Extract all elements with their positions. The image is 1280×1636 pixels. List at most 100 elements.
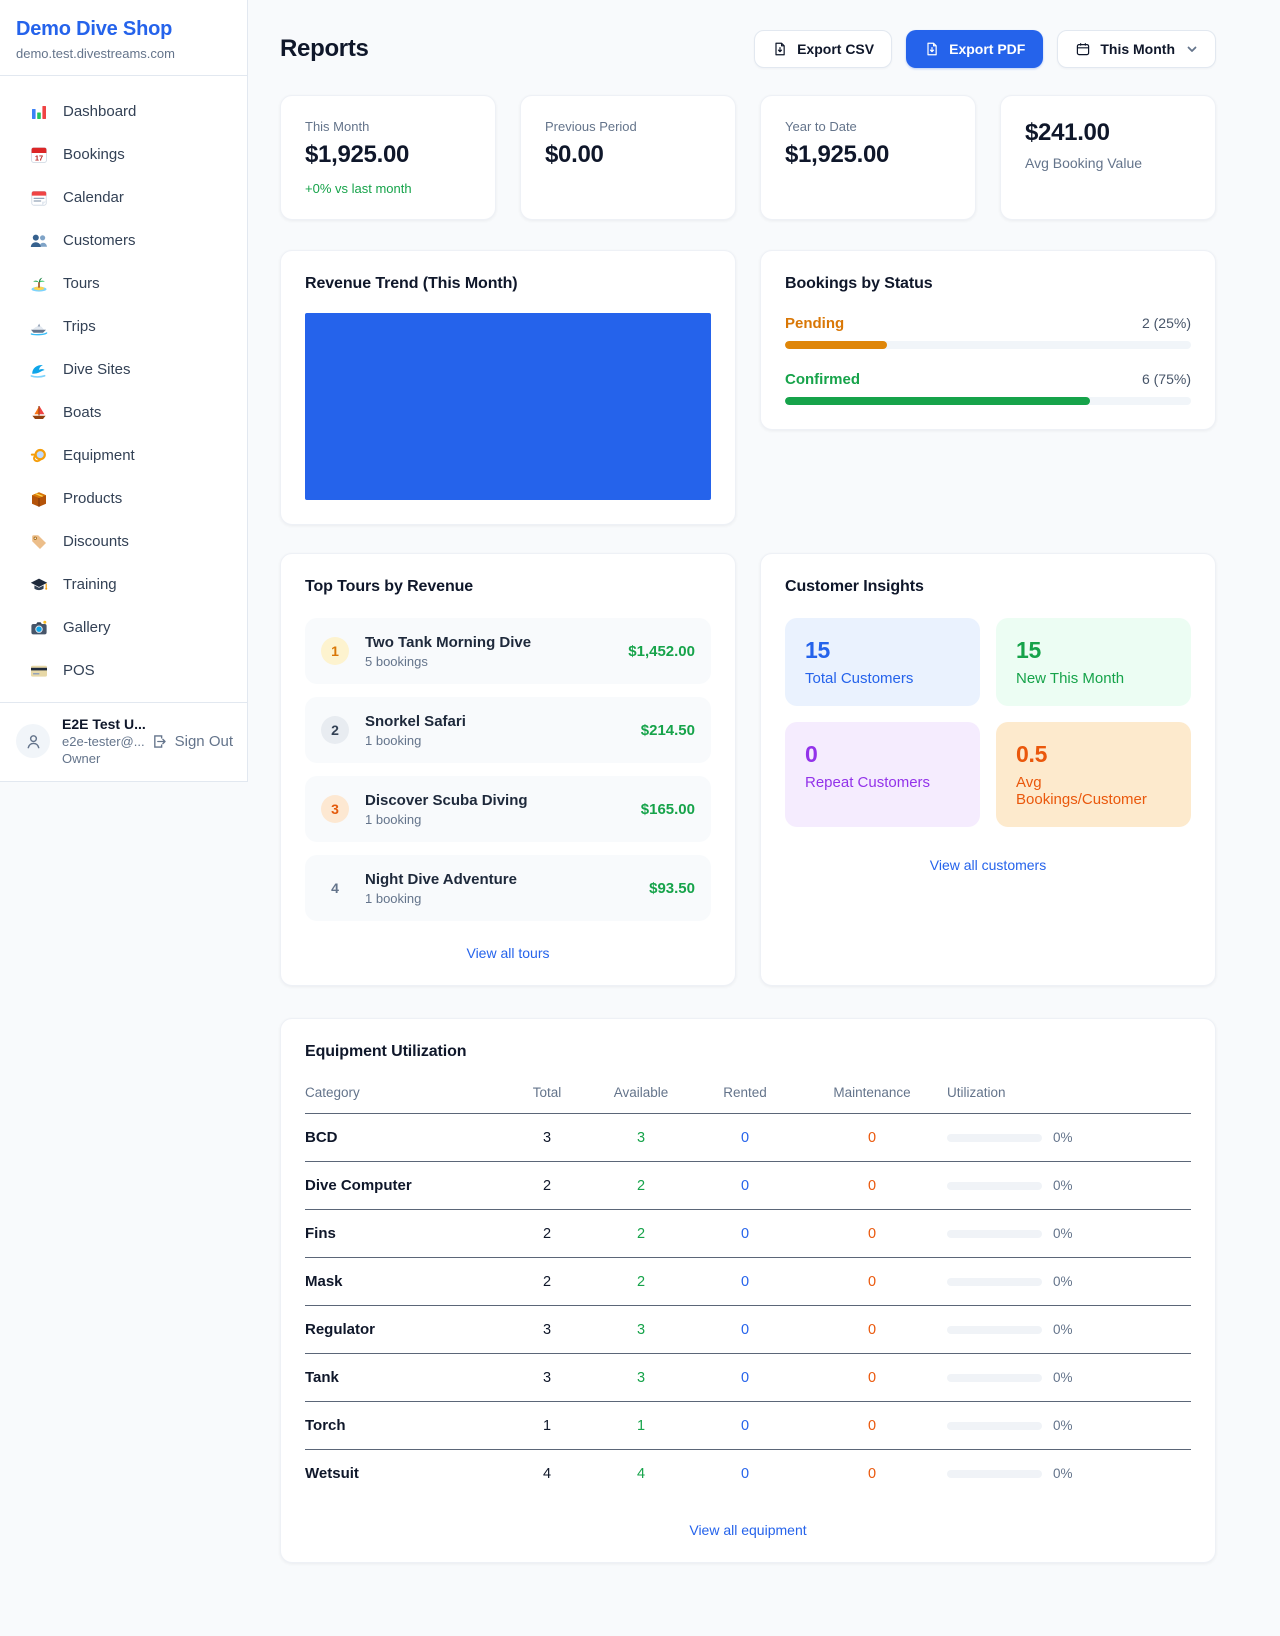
utilization-bar: [947, 1181, 1042, 1190]
status-progress-fill: [785, 397, 1090, 405]
sidebar-item-calendar[interactable]: Calendar: [0, 176, 247, 219]
insight-value: 15: [1016, 637, 1041, 663]
revenue-trend-chart: [305, 313, 711, 500]
insight-value: 0: [805, 741, 818, 767]
insight-tile-avg-bookings-customer: 0.5 Avg Bookings/Customer: [996, 722, 1191, 827]
utilization-percent: 0%: [1053, 1466, 1073, 1481]
equipment-total: 3: [542, 1321, 552, 1338]
status-count: 6 (75%): [1141, 371, 1191, 387]
stat-value: $1,925.00: [305, 141, 410, 168]
tour-revenue: $1,452.00: [628, 642, 695, 660]
column-header-available: Available: [613, 1085, 669, 1100]
equipment-rented: 0: [740, 1417, 750, 1434]
sidebar-item-label: Discounts: [63, 533, 129, 550]
tour-bookings: 1 booking: [365, 811, 422, 827]
equipment-row-wetsuit: Wetsuit 4 4 0 0 0%: [305, 1450, 1191, 1497]
view-all-tours-link[interactable]: View all tours: [466, 945, 550, 961]
pos-icon: [29, 661, 49, 681]
sidebar-item-trips[interactable]: Trips: [0, 305, 247, 348]
page-header: Reports Export CSV Export PDF This Month: [280, 30, 1216, 68]
sidebar-item-pos[interactable]: POS: [0, 649, 247, 692]
export-csv-label: Export CSV: [797, 41, 875, 57]
equipment-total: 4: [542, 1465, 552, 1482]
sidebar-item-tours[interactable]: Tours: [0, 262, 247, 305]
rank-badge: 4: [331, 880, 339, 896]
sign-out-button[interactable]: Sign Out: [151, 733, 233, 750]
equipment-row-torch: Torch 1 1 0 0 0%: [305, 1402, 1191, 1450]
sidebar-item-customers[interactable]: Customers: [0, 219, 247, 262]
avatar: [16, 724, 50, 758]
dashboard-icon: [29, 102, 49, 122]
header-actions: Export CSV Export PDF This Month: [754, 30, 1216, 68]
period-dropdown[interactable]: This Month: [1057, 30, 1216, 68]
export-pdf-button[interactable]: Export PDF: [906, 30, 1044, 68]
status-progress-track: [785, 397, 1191, 405]
sidebar-item-bookings[interactable]: 17 Bookings: [0, 133, 247, 176]
sidebar-item-label: Bookings: [63, 146, 125, 163]
sidebar-item-gallery[interactable]: Gallery: [0, 606, 247, 649]
sidebar-item-dive-sites[interactable]: Dive Sites: [0, 348, 247, 391]
column-header-maintenance: Maintenance: [833, 1085, 911, 1100]
tour-revenue: $214.50: [640, 721, 695, 739]
sidebar-item-products[interactable]: Products: [0, 477, 247, 520]
tour-item-snorkel-safari: 2 Snorkel Safari 1 booking $214.50: [305, 697, 711, 763]
boats-icon: [29, 403, 49, 423]
view-all-customers-link[interactable]: View all customers: [929, 857, 1047, 873]
utilization-percent: 0%: [1053, 1130, 1073, 1145]
tour-revenue: $93.50: [649, 879, 695, 897]
sidebar-item-dashboard[interactable]: Dashboard: [0, 90, 247, 133]
sidebar-item-label: Products: [63, 490, 123, 507]
equipment-total: 3: [542, 1129, 552, 1146]
document-download-icon: [927, 42, 937, 56]
stat-card-this-month: This Month $1,925.00 +0% vs last month: [280, 95, 496, 220]
equipment-rented: 0: [740, 1177, 750, 1194]
equipment-rented: 0: [740, 1129, 750, 1146]
tour-revenue: $165.00: [640, 800, 695, 818]
equipment-available: 2: [636, 1225, 646, 1242]
tour-item-two-tank-morning-dive: 1 Two Tank Morning Dive 5 bookings $1,452.0…: [305, 618, 711, 684]
sidebar-item-discounts[interactable]: Discounts: [0, 520, 247, 563]
tour-bookings: 1 booking: [365, 732, 422, 748]
equipment-category: Regulator: [305, 1321, 376, 1338]
status-progress-fill: [785, 341, 887, 349]
utilization-bar: [947, 1373, 1042, 1382]
equipment-maintenance: 0: [867, 1129, 877, 1146]
equipment-maintenance: 0: [867, 1417, 877, 1434]
export-csv-button[interactable]: Export CSV: [754, 30, 893, 68]
utilization-bar: [947, 1421, 1042, 1430]
svg-text:17: 17: [35, 153, 43, 162]
brand-name[interactable]: Demo Dive Shop: [16, 18, 173, 40]
tour-bookings: 5 bookings: [365, 653, 428, 669]
brand-domain: demo.test.divestreams.com: [16, 46, 175, 61]
gallery-icon: [29, 618, 49, 638]
sidebar-item-label: POS: [63, 662, 95, 679]
utilization-bar: [947, 1325, 1042, 1334]
sidebar-item-label: Trips: [63, 318, 96, 335]
stat-card-previous-period: Previous Period $0.00: [520, 95, 736, 220]
customer-insights-card: Customer Insights 15 Total Customers 15 New…: [760, 553, 1216, 986]
main-content: Reports Export CSV Export PDF This Month…: [248, 0, 1280, 1636]
equipment-table-header: Category Total Available Rented Maintenance U…: [305, 1075, 1191, 1114]
calendar-icon: [1077, 43, 1090, 56]
insights-row: Top Tours by Revenue 1 Two Tank Morning D…: [280, 553, 1216, 986]
customers-icon: [29, 231, 49, 251]
stat-change: +0% vs last month: [305, 181, 412, 196]
utilization-percent: 0%: [1053, 1418, 1073, 1433]
bookings-icon: 17: [29, 145, 49, 165]
utilization-percent: 0%: [1053, 1370, 1073, 1385]
sidebar-nav: Dashboard 17 Bookings Calendar Customers Tour…: [0, 76, 247, 702]
insight-label: New This Month: [1016, 670, 1125, 687]
status-count: 2 (25%): [1141, 315, 1191, 331]
equipment-available: 1: [636, 1417, 646, 1434]
sidebar-item-equipment[interactable]: Equipment: [0, 434, 247, 477]
sidebar-item-training[interactable]: Training: [0, 563, 247, 606]
view-all-equipment-link[interactable]: View all equipment: [689, 1522, 807, 1538]
sidebar-item-boats[interactable]: Boats: [0, 391, 247, 434]
rank-badge: 2: [321, 716, 349, 744]
equipment-maintenance: 0: [867, 1225, 877, 1242]
equipment-rented: 0: [740, 1321, 750, 1338]
equipment-row-regulator: Regulator 3 3 0 0 0%: [305, 1306, 1191, 1354]
equipment-row-mask: Mask 2 2 0 0 0%: [305, 1258, 1191, 1306]
stat-card-year-to-date: Year to Date $1,925.00: [760, 95, 976, 220]
equipment-available: 3: [636, 1321, 646, 1338]
